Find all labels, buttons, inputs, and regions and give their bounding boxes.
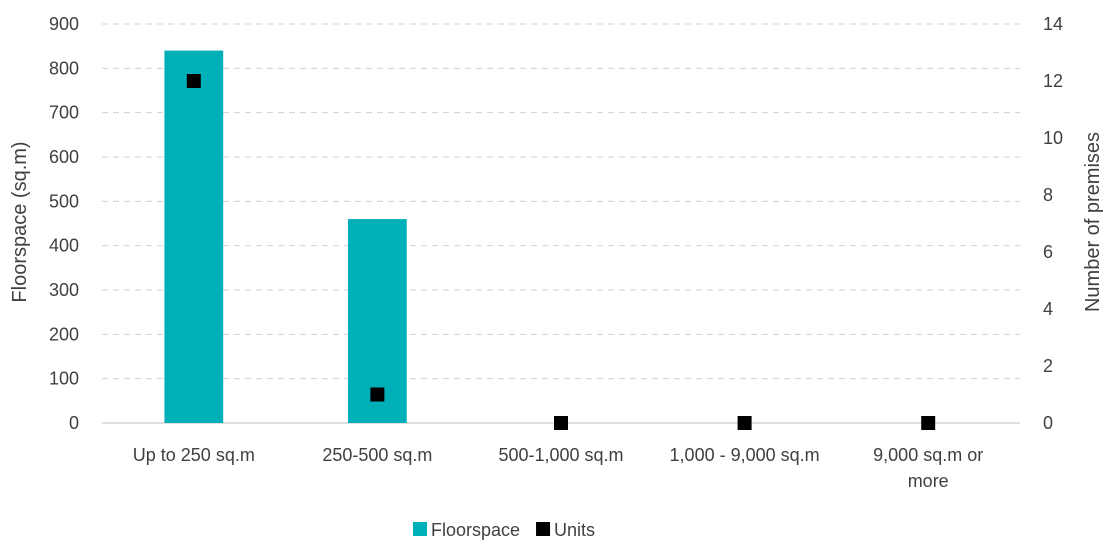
legend-label: Units: [554, 520, 595, 540]
legend-swatch: [536, 522, 551, 536]
left-axis: 0 100 200 300 400 500 600 700 800 900: [49, 14, 79, 433]
units-marker: [921, 416, 936, 430]
right-tick-label: 12: [1043, 71, 1063, 91]
units-marker: [554, 416, 568, 430]
legend: Floorspace Units: [413, 520, 595, 540]
x-tick-label: 500-1,000 sq.m: [498, 445, 623, 465]
x-tick-label: Up to 250 sq.m: [133, 445, 255, 465]
right-tick-label: 0: [1043, 413, 1053, 433]
x-tick-label: 1,000 - 9,000 sq.m: [670, 445, 820, 465]
x-tick-label: 9,000 sq.m or more: [873, 445, 983, 491]
legend-swatch: [413, 522, 427, 536]
x-tick-label: 250-500 sq.m: [322, 445, 432, 465]
right-axis: 0 2 4 6 8 10 12 14: [1043, 14, 1063, 433]
left-axis-title: Floorspace (sq.m): [9, 141, 31, 302]
left-tick-label: 100: [49, 369, 79, 389]
left-tick-label: 500: [49, 191, 79, 211]
right-tick-label: 8: [1043, 185, 1053, 205]
right-tick-label: 14: [1043, 14, 1063, 34]
units-marker: [370, 387, 385, 402]
units-markers: [186, 74, 936, 430]
right-tick-label: 10: [1043, 128, 1063, 148]
right-tick-label: 2: [1043, 356, 1053, 376]
units-marker: [737, 416, 752, 430]
x-axis: Up to 250 sq.m 250-500 sq.m 500-1,000 sq.m…: [133, 445, 983, 491]
floorspace-bars: [164, 50, 407, 423]
left-tick-label: 900: [49, 14, 79, 34]
left-tick-label: 400: [49, 236, 79, 256]
units-marker: [186, 74, 201, 88]
left-tick-label: 0: [69, 413, 79, 433]
right-axis-title: Number of premises: [1082, 132, 1103, 312]
left-tick-label: 700: [49, 103, 79, 123]
gridlines: [102, 23, 1020, 424]
floorspace-bar: [164, 50, 224, 423]
left-tick-label: 200: [49, 324, 79, 344]
left-tick-label: 600: [49, 147, 79, 167]
right-tick-label: 4: [1043, 299, 1053, 319]
legend-label: Floorspace: [431, 520, 520, 540]
left-tick-label: 800: [49, 58, 79, 78]
left-tick-label: 300: [49, 280, 79, 300]
right-tick-label: 6: [1043, 242, 1053, 262]
